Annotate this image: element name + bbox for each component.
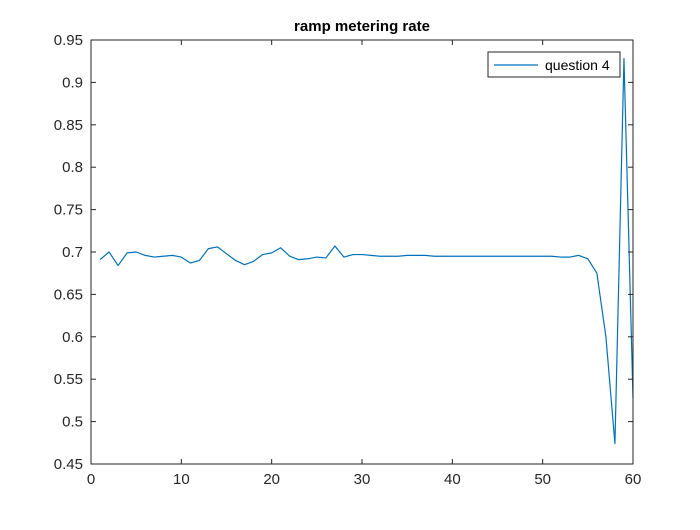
series-layer	[99, 58, 634, 445]
chart-title: ramp metering rate	[294, 18, 430, 35]
legend-label: question 4	[545, 57, 610, 73]
y-tick-label: 0.5	[62, 414, 83, 431]
y-tick-label: 0.7	[62, 244, 83, 261]
series-line-0	[99, 58, 634, 445]
x-tick-label: 10	[173, 471, 190, 488]
x-tick-label: 0	[87, 471, 95, 488]
y-tick-label: 0.85	[54, 117, 83, 134]
x-tick-label: 40	[444, 471, 461, 488]
y-tick-label: 0.65	[54, 286, 83, 303]
legend: question 4	[487, 51, 621, 78]
y-tick-label: 0.55	[54, 371, 83, 388]
axes-layer: 0 10 20 30 40 50 60 0.45 0.5 0.55 0.6 0.65 0.7 0.75 0.…	[54, 32, 642, 488]
y-tick-label: 0.6	[62, 329, 83, 346]
x-tick-label: 30	[354, 471, 371, 488]
y-tick-label: 0.8	[62, 159, 83, 176]
x-tick-label: 50	[534, 471, 551, 488]
plot-area	[91, 40, 633, 464]
y-tick-label: 0.9	[62, 74, 83, 91]
x-tick-label: 60	[625, 471, 642, 488]
y-tick-label: 0.95	[54, 32, 83, 49]
x-tick-label: 20	[263, 471, 280, 488]
y-tick-label: 0.75	[54, 202, 83, 219]
y-tick-label: 0.45	[54, 456, 83, 473]
